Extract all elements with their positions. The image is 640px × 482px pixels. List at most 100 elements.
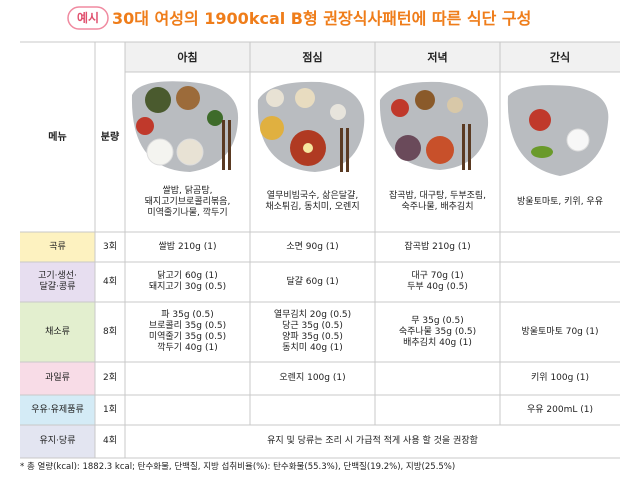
- amount: 4회: [95, 425, 125, 458]
- cell: [500, 262, 620, 302]
- row-label-line: 달걀·콩류: [39, 282, 76, 292]
- cell: [125, 362, 250, 395]
- cell-line: 달걀 60g (1): [286, 276, 339, 287]
- cell-line: 두부 40g (0.5): [407, 282, 468, 292]
- row-fill: [20, 425, 95, 458]
- header-cell: 저녁: [375, 42, 500, 72]
- row-label: 유지·당류: [20, 425, 95, 458]
- note-text: 유지 및 당류는 조리 시 가급적 적게 사용 할 것을 권장함: [267, 436, 478, 446]
- header-text: 간식: [549, 50, 571, 64]
- cell-line: 당근 35g (0.5): [282, 321, 343, 331]
- cell-line: 대구 70g (1): [411, 271, 464, 281]
- title-text: 30대 여성의 1900kcal B형 권장식사패턴에 따른 식단 구성: [112, 8, 532, 28]
- header-text: 점심: [302, 50, 323, 64]
- row-fill: [20, 362, 95, 395]
- row-fill: [20, 395, 95, 425]
- badge-frame: [67, 6, 109, 30]
- amount: 4회: [95, 262, 125, 302]
- cell-line: 돼지고기 30g (0.5): [148, 282, 227, 292]
- cell-line: 닭고기 60g (1): [157, 271, 218, 281]
- caption: 열무비빔국수, 삶은달걀, 채소튀김, 동치미, 오렌지: [254, 176, 371, 228]
- amount-text: 4회: [102, 436, 117, 446]
- badge-text: 예시: [76, 10, 100, 25]
- cell: [250, 395, 375, 425]
- caption-line: 숙주나물, 배추김치: [401, 202, 474, 212]
- header-text: 분량: [100, 131, 120, 143]
- header-fill: [125, 42, 620, 72]
- header-cell: 분량: [95, 42, 125, 232]
- row-label: 고기·생선· 달걀·콩류: [20, 262, 95, 302]
- snack-photo: [507, 85, 609, 176]
- cell: 키위 100g (1): [500, 362, 620, 395]
- caption: 잡곡밥, 대구탕, 두부조림, 숙주나물, 배추김치: [379, 176, 496, 228]
- cell: [375, 362, 500, 395]
- row-label: 과일류: [20, 362, 95, 395]
- cell-line: 양파 35g (0.5): [282, 332, 343, 342]
- header-cell: 메뉴: [20, 42, 95, 232]
- cell-line: 미역줄기 35g (0.5): [148, 332, 227, 342]
- amount: 2회: [95, 362, 125, 395]
- amount-text: 8회: [102, 326, 117, 337]
- footnote-text: * 총 열량(kcal): 1882.3 kcal; 탄수화물, 단백질, 지방…: [20, 461, 456, 472]
- cell: 파 35g (0.5) 브로콜리 35g (0.5) 미역줄기 35g (0.5) 깍…: [125, 302, 250, 362]
- note-cell: 유지 및 당류는 조리 시 가급적 적게 사용 할 것을 권장함: [125, 425, 620, 458]
- caption-line: 방울토마토, 키위, 우유: [517, 196, 603, 207]
- cell-line: 깍두기 40g (1): [157, 343, 218, 353]
- row-fill: [20, 262, 95, 302]
- cell: [500, 232, 620, 262]
- amount-text: 3회: [102, 241, 117, 252]
- row-label-line: 유지·당류: [39, 436, 76, 446]
- row-label-line: 우유·유제품류: [31, 404, 84, 415]
- header-cell: 점심: [250, 42, 375, 72]
- header-text: 메뉴: [48, 131, 67, 143]
- cell-line: 열무김치 20g (0.5): [273, 310, 352, 320]
- amount: 3회: [95, 232, 125, 262]
- cell: 달걀 60g (1): [250, 262, 375, 302]
- caption-line: 잡곡밥, 대구탕, 두부조림,: [388, 191, 487, 201]
- cell-line: 키위 100g (1): [531, 373, 589, 383]
- cell: 열무김치 20g (0.5) 당근 35g (0.5) 양파 35g (0.5) 동치…: [250, 302, 375, 362]
- grid: [20, 41, 620, 459]
- amount-text: 2회: [102, 373, 117, 383]
- cell: 오렌지 100g (1): [250, 362, 375, 395]
- cell: 방울토마토 70g (1): [500, 302, 620, 362]
- row-label-line: 채소류: [45, 326, 70, 337]
- meal-photo: [131, 81, 239, 172]
- cell-line: 우유 200mL (1): [527, 404, 593, 415]
- caption: 쌀밥, 닭곰탕, 돼지고기브로콜리볶음, 미역줄기나물, 깍두기: [129, 176, 246, 228]
- cell: 대구 70g (1) 두부 40g (0.5): [375, 262, 500, 302]
- caption-line: 채소튀김, 동치미, 오렌지: [265, 202, 360, 212]
- row-label-line: 곡류: [49, 241, 66, 252]
- caption-line: 미역줄기나물, 깍두기: [147, 207, 228, 218]
- row-label: 곡류: [20, 232, 95, 262]
- meal-photo: [379, 81, 489, 170]
- cell-line: 오렌지 100g (1): [279, 373, 346, 383]
- row-label: 우유·유제품류: [20, 395, 95, 425]
- title: 30대 여성의 1900kcal B형 권장식사패턴에 따른 식단 구성: [112, 4, 582, 32]
- header-cell: 아침: [125, 42, 250, 72]
- amount: 1회: [95, 395, 125, 425]
- footnote: * 총 열량(kcal): 1882.3 kcal; 탄수화물, 단백질, 지방…: [20, 460, 620, 474]
- row-label: 채소류: [20, 302, 95, 362]
- cell-line: 무 35g (0.5): [411, 315, 464, 326]
- row-label-line: 과일류: [45, 373, 70, 383]
- cell: 닭고기 60g (1) 돼지고기 30g (0.5): [125, 262, 250, 302]
- cell-line: 브로콜리 35g (0.5): [148, 321, 227, 331]
- caption-line: 쌀밥, 닭곰탕,: [162, 185, 213, 196]
- row-fill: [20, 302, 95, 362]
- caption-line: 돼지고기브로콜리볶음,: [144, 196, 231, 207]
- badge: 예시: [68, 7, 108, 29]
- row-fill: [20, 232, 95, 262]
- row-label-line: 고기·생선·: [38, 271, 77, 281]
- caption-line: 열무비빔국수, 삶은달걀,: [266, 191, 359, 201]
- cell-line: 파 35g (0.5): [161, 310, 214, 320]
- cell: [375, 395, 500, 425]
- cell: 우유 200mL (1): [500, 395, 620, 425]
- header-text: 아침: [177, 50, 198, 64]
- cell-line: 쌀밥 210g (1): [158, 241, 217, 252]
- cell-line: 숙주나물 35g (0.5): [398, 326, 477, 337]
- amount: 8회: [95, 302, 125, 362]
- cell: 쌀밥 210g (1): [125, 232, 250, 262]
- cell: 무 35g (0.5) 숙주나물 35g (0.5) 배추김치 40g (1): [375, 302, 500, 362]
